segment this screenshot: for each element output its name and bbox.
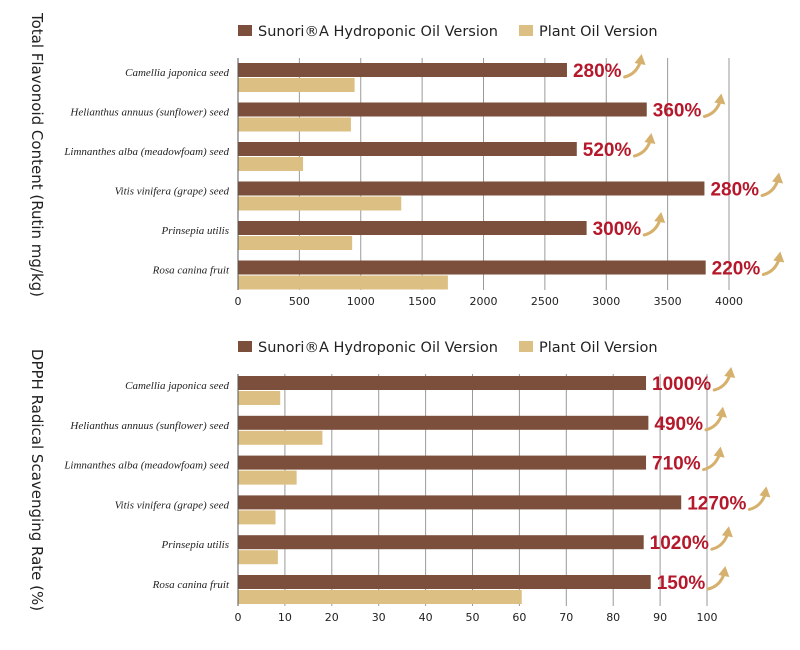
increase-label: 520%: [583, 140, 632, 161]
x-tick-label: 2500: [531, 295, 559, 308]
x-tick-label: 100: [697, 611, 718, 624]
increase-label: 710%: [652, 454, 701, 475]
category-label: Prinsepia utilis: [160, 539, 229, 551]
increase-label: 490%: [654, 414, 703, 435]
category-label: Rosa canina fruit: [152, 579, 230, 591]
x-tick-label: 90: [653, 611, 667, 624]
x-tick-label: 2000: [470, 295, 498, 308]
increase-arrow-icon: [760, 172, 784, 197]
x-tick-label: 0: [235, 295, 242, 308]
x-tick-label: 3500: [654, 295, 682, 308]
increase-label: 360%: [653, 101, 702, 122]
x-tick-label: 4000: [715, 295, 743, 308]
bar-series-b: [238, 470, 297, 485]
bar-series-a: [238, 102, 647, 117]
category-label: Camellia japonica seed: [125, 380, 229, 392]
increase-arrow-icon: [702, 93, 726, 118]
bar-series-b: [238, 157, 304, 171]
bar-series-a: [238, 221, 587, 235]
x-tick-label: 500: [289, 295, 310, 308]
bar-series-a: [238, 415, 649, 430]
chart-panel-1: Total Flavonoid Content (Rutin mg/kg) Sun…: [28, 12, 785, 308]
increase-label: 150%: [657, 573, 706, 594]
bar-series-a: [238, 455, 647, 470]
increase-arrow-icon: [710, 526, 733, 551]
bar-series-b: [238, 550, 278, 565]
increase-arrow-icon: [747, 486, 771, 511]
category-label: Helianthus annuus (sunflower) seed: [69, 107, 229, 119]
legend-swatch-series-a: [238, 25, 252, 36]
bar-series-a: [238, 495, 682, 510]
increase-label: 280%: [710, 180, 759, 201]
category-label: Limnanthes alba (meadowfoam) seed: [63, 146, 229, 158]
increase-arrow-icon: [623, 54, 646, 79]
legend: Sunori®A Hydroponic Oil Version Plant Oil…: [238, 24, 658, 40]
legend-swatch-series-a: [238, 341, 252, 352]
y-axis-label: DPPH Radical Scavenging Rate (%): [28, 349, 46, 611]
x-tick-label: 0: [235, 611, 242, 624]
x-tick-label: 70: [559, 611, 573, 624]
y-axis-label: Total Flavonoid Content (Rutin mg/kg): [28, 12, 46, 297]
increase-label: 280%: [573, 61, 622, 82]
bar-series-b: [238, 391, 281, 405]
increase-arrow-icon: [704, 406, 727, 432]
legend-label-series-a: Sunori®A Hydroponic Oil Version: [258, 340, 498, 356]
x-tick-label: 10: [278, 611, 292, 624]
chart-panel-2: DPPH Radical Scavenging Rate (%) Sunori®A…: [28, 340, 771, 624]
bar-series-b: [238, 275, 448, 290]
legend-label-series-b: Plant Oil Version: [539, 24, 658, 40]
legend-swatch-series-b: [519, 341, 533, 352]
increase-arrow-icon: [642, 212, 666, 237]
x-tick-label: 30: [372, 611, 386, 624]
bar-series-a: [238, 63, 567, 77]
legend: Sunori®A Hydroponic Oil Version Plant Oil…: [238, 340, 658, 356]
increase-arrow-icon: [702, 446, 725, 472]
x-tick-label: 1000: [347, 295, 375, 308]
category-label: Rosa canina fruit: [152, 265, 230, 277]
x-tick-label: 1500: [408, 295, 436, 308]
bar-series-a: [238, 181, 705, 196]
bar-series-a: [238, 260, 706, 275]
category-label: Limnanthes alba (meadowfoam) seed: [63, 460, 229, 472]
increase-label: 300%: [593, 219, 642, 240]
x-tick-label: 60: [512, 611, 526, 624]
category-label: Vitis vinifera (grape) seed: [115, 499, 230, 511]
x-tick-label: 3000: [592, 295, 620, 308]
category-label: Vitis vinifera (grape) seed: [115, 186, 230, 198]
legend-label-series-a: Sunori®A Hydroponic Oil Version: [258, 24, 498, 40]
bar-series-b: [238, 196, 402, 211]
bar-series-b: [238, 236, 353, 250]
x-tick-label: 80: [606, 611, 620, 624]
category-label: Helianthus annuus (sunflower) seed: [69, 420, 229, 432]
increase-arrow-icon: [706, 566, 730, 591]
increase-label: 1000%: [652, 374, 711, 395]
bar-series-b: [238, 78, 355, 92]
bar-series-b: [238, 117, 351, 132]
bar-series-a: [238, 535, 644, 550]
increase-label: 1270%: [687, 493, 746, 514]
bar-series-b: [238, 430, 323, 445]
bar-series-a: [238, 376, 647, 390]
bar-series-a: [238, 142, 577, 156]
increase-arrow-icon: [632, 133, 656, 158]
bar-series-a: [238, 575, 651, 589]
increase-label: 1020%: [650, 533, 709, 554]
increase-arrow-icon: [761, 251, 785, 276]
bar-series-b: [238, 510, 276, 525]
legend-swatch-series-b: [519, 25, 533, 36]
increase-arrow-icon: [712, 367, 736, 392]
x-tick-label: 40: [419, 611, 433, 624]
x-tick-label: 50: [466, 611, 480, 624]
category-label: Camellia japonica seed: [125, 67, 229, 79]
increase-label: 220%: [712, 259, 761, 280]
bar-series-b: [238, 590, 522, 604]
x-tick-label: 20: [325, 611, 339, 624]
category-label: Prinsepia utilis: [160, 225, 229, 237]
legend-label-series-b: Plant Oil Version: [539, 340, 658, 356]
